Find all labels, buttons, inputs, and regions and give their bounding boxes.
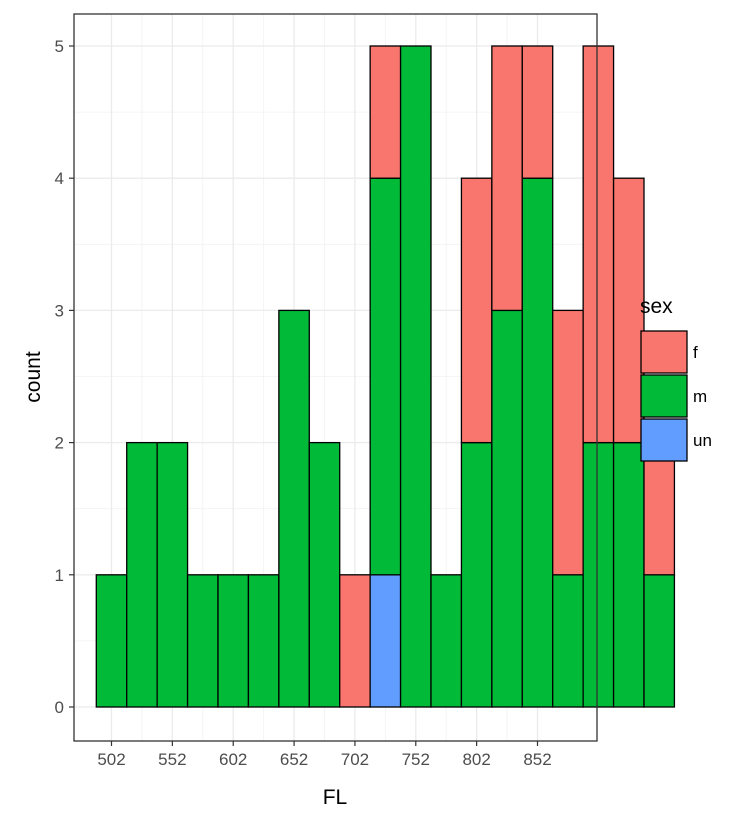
bar-f — [521, 45, 554, 179]
bar-m — [612, 441, 645, 708]
y-tick-label: 5 — [55, 37, 64, 56]
bar-m — [430, 574, 463, 708]
x-tick-label: 602 — [219, 750, 247, 769]
y-tick-label: 1 — [55, 566, 64, 585]
legend-label-f: f — [693, 343, 698, 362]
bar-f — [339, 574, 371, 708]
bar-f — [552, 309, 584, 576]
y-tick-label: 2 — [55, 434, 64, 453]
bar-m — [491, 309, 523, 708]
bar-f — [582, 45, 615, 444]
x-tick-label: 652 — [280, 750, 308, 769]
bar-m — [126, 441, 158, 708]
bar-f — [369, 45, 402, 179]
bar-m — [156, 441, 189, 708]
y-tick-label: 3 — [55, 301, 64, 320]
bar-f — [491, 45, 523, 312]
bar-f — [612, 177, 645, 444]
y-axis-title: count — [22, 351, 45, 403]
x-tick-label: 552 — [158, 750, 186, 769]
x-tick-label: 852 — [523, 750, 551, 769]
panel-border — [73, 13, 598, 742]
legend-key-un — [640, 418, 688, 462]
bar-m — [521, 177, 554, 708]
y-tick-label: 4 — [55, 169, 64, 188]
x-tick-label: 802 — [462, 750, 490, 769]
x-tick-label: 752 — [402, 750, 430, 769]
bar-m — [308, 441, 341, 708]
bar-m — [247, 574, 280, 708]
bar-m — [582, 441, 615, 708]
legend-label-un: un — [693, 431, 712, 450]
bar-un — [369, 574, 402, 708]
y-axis: 0 1 2 3 4 5 — [55, 37, 74, 717]
y-tick-label: 0 — [55, 698, 64, 717]
bar-m — [399, 45, 432, 708]
x-axis-title: FL — [323, 786, 348, 809]
x-tick-label: 702 — [341, 750, 369, 769]
legend-key-m — [640, 374, 688, 418]
bar-m — [217, 574, 250, 708]
bar-m — [95, 574, 128, 708]
bar-f — [643, 441, 676, 576]
bar-m — [552, 574, 584, 708]
legend-key-f — [640, 330, 688, 374]
x-axis: 502 552 602 652 702 752 802 852 — [97, 741, 552, 769]
legend: sex f m un — [640, 295, 712, 462]
bar-m — [643, 574, 676, 708]
bar-m — [278, 309, 310, 708]
legend-title: sex — [640, 295, 673, 318]
bar-f — [460, 177, 493, 444]
x-tick-label: 502 — [97, 750, 125, 769]
bar-m — [369, 177, 402, 576]
bar-m — [186, 574, 219, 708]
bar-m — [460, 441, 493, 708]
legend-label-m: m — [693, 387, 707, 406]
bars — [95, 45, 676, 708]
